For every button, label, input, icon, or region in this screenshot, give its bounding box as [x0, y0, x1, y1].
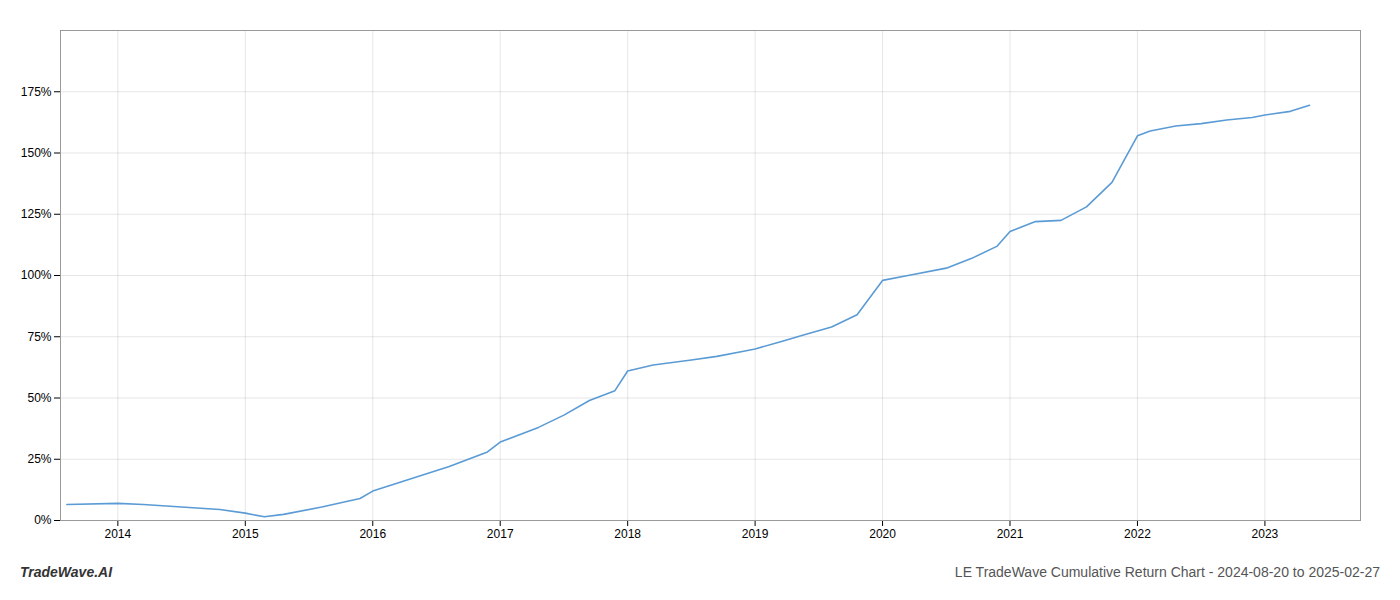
svg-text:2018: 2018 — [614, 527, 641, 541]
svg-text:2020: 2020 — [869, 527, 896, 541]
svg-text:2022: 2022 — [1124, 527, 1151, 541]
svg-text:2021: 2021 — [997, 527, 1024, 541]
svg-text:2017: 2017 — [487, 527, 514, 541]
svg-text:75%: 75% — [27, 330, 51, 344]
html-text:TradeWave.AI: TradeWave.AI — [20, 564, 113, 580]
svg-text:2016: 2016 — [359, 527, 386, 541]
svg-text:2019: 2019 — [742, 527, 769, 541]
svg-text:125%: 125% — [21, 207, 52, 221]
svg-text:100%: 100% — [21, 268, 52, 282]
svg-text:25%: 25% — [27, 452, 51, 466]
svg-text:50%: 50% — [27, 391, 51, 405]
svg-text:2014: 2014 — [105, 527, 132, 541]
html-text:LE TradeWave Cumulative Return: LE TradeWave Cumulative Return Chart - 2… — [954, 564, 1380, 580]
svg-text:2023: 2023 — [1252, 527, 1279, 541]
svg-text:2015: 2015 — [232, 527, 259, 541]
svg-text:0%: 0% — [34, 513, 52, 527]
svg-text:150%: 150% — [21, 146, 52, 160]
svg-text:175%: 175% — [21, 85, 52, 99]
